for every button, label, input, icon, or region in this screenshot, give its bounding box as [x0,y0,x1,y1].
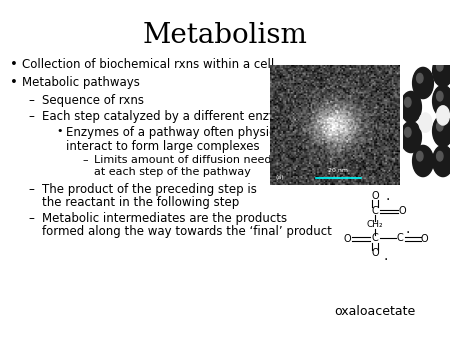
Circle shape [436,106,450,125]
Text: interact to form large complexes: interact to form large complexes [66,140,260,153]
Text: Metabolic intermediates are the products: Metabolic intermediates are the products [42,212,287,225]
Text: .: . [405,222,410,236]
Text: O: O [371,248,379,258]
Circle shape [400,121,421,152]
Circle shape [432,145,450,176]
Text: CH₂: CH₂ [367,220,383,229]
Text: C: C [396,233,403,243]
Text: –: – [82,155,88,165]
Circle shape [432,86,450,117]
Circle shape [419,113,432,132]
Text: O: O [344,234,351,244]
Text: .: . [386,189,390,203]
Text: 20 nm: 20 nm [328,168,348,173]
Circle shape [405,127,411,137]
Text: Metabolic pathways: Metabolic pathways [22,76,140,89]
Text: –: – [28,183,34,196]
Text: –: – [28,212,34,225]
Text: C: C [372,206,378,216]
Text: at each step of the pathway: at each step of the pathway [94,167,251,177]
Text: The product of the preceding step is: The product of the preceding step is [42,183,257,196]
Circle shape [436,91,443,101]
Text: •: • [10,76,18,89]
Text: O: O [399,206,406,216]
Text: .: . [383,248,387,263]
Text: formed along the way towards the ‘final’ product: formed along the way towards the ‘final’… [42,225,332,238]
Circle shape [413,67,433,99]
Circle shape [400,91,421,123]
Text: •: • [56,126,63,136]
Circle shape [432,115,450,147]
Text: O: O [371,191,379,201]
Circle shape [417,151,423,161]
Circle shape [413,145,433,176]
Text: Limits amount of diffusion needed: Limits amount of diffusion needed [94,155,285,165]
Text: –: – [28,94,34,107]
Circle shape [436,62,443,71]
Text: Each step catalyzed by a different enzyme: Each step catalyzed by a different enzym… [42,110,295,123]
Text: Metabolism: Metabolism [143,22,307,49]
Circle shape [436,121,443,131]
Circle shape [417,73,423,83]
Text: C: C [372,233,378,243]
Text: oxaloacetate: oxaloacetate [334,305,416,318]
Text: –: – [28,110,34,123]
Text: the reactant in the following step: the reactant in the following step [42,196,239,209]
Text: Collection of biochemical rxns within a cell: Collection of biochemical rxns within a … [22,58,274,71]
Text: •: • [10,58,18,71]
Text: (a): (a) [275,175,284,180]
Text: Enzymes of a pathway often physically: Enzymes of a pathway often physically [66,126,297,139]
Circle shape [436,151,443,161]
Circle shape [432,55,450,87]
Text: Sequence of rxns: Sequence of rxns [42,94,144,107]
Circle shape [405,97,411,107]
Text: O: O [421,234,428,244]
